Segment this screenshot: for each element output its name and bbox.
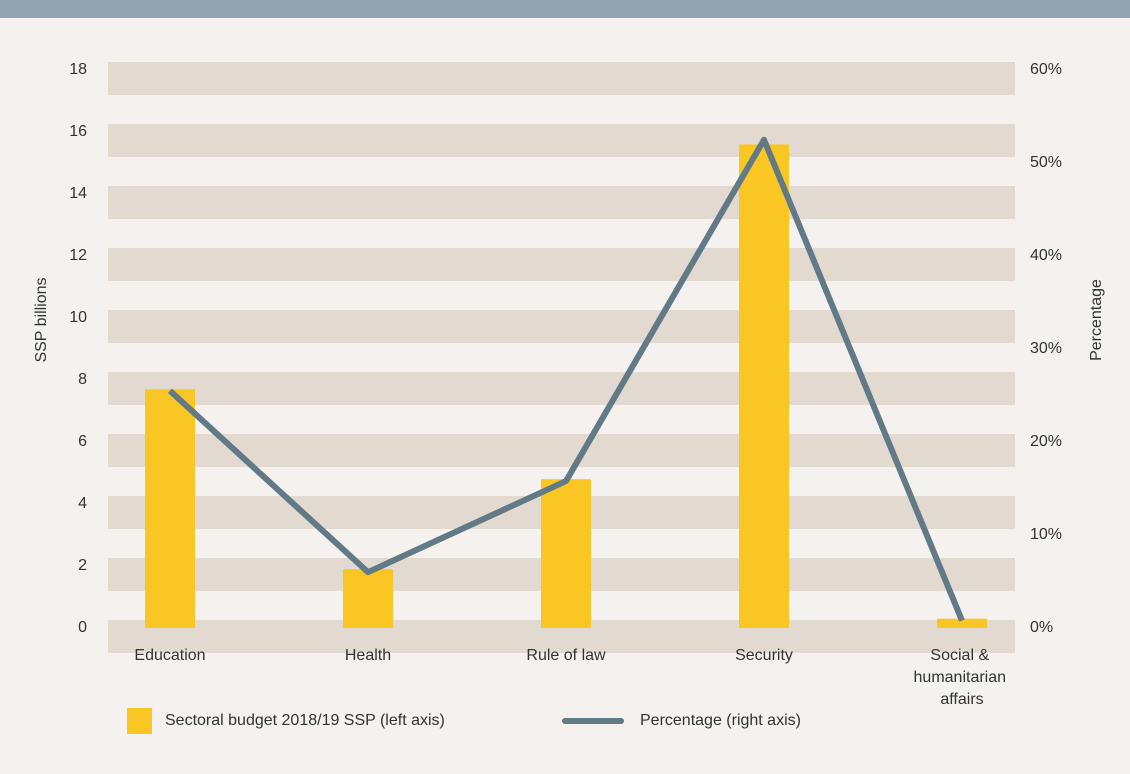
x-tick-label: Social & humanitarian affairs xyxy=(914,647,1011,708)
grid-band xyxy=(108,372,1015,405)
y-tick-label: 6 xyxy=(78,433,87,450)
grid-band xyxy=(108,186,1015,219)
bar xyxy=(937,618,987,628)
line xyxy=(167,136,965,622)
y-tick-label: 0 xyxy=(78,619,87,636)
bar xyxy=(739,144,789,628)
y2-tick-label: 40% xyxy=(1030,247,1062,264)
legend-label: Percentage (right axis) xyxy=(640,712,801,729)
y-tick-label: 4 xyxy=(78,495,87,512)
bar xyxy=(541,479,591,628)
y-tick-label: 10 xyxy=(69,309,87,326)
x-tick-label: Rule of law xyxy=(526,647,606,664)
legend-swatch xyxy=(127,708,152,734)
grid-band xyxy=(108,124,1015,157)
y-tick-label: 18 xyxy=(69,61,87,78)
y-tick-label: 8 xyxy=(78,371,87,388)
y2-tick-label: 20% xyxy=(1030,433,1062,450)
grid-band xyxy=(108,62,1015,95)
bar xyxy=(343,569,393,628)
grid-band xyxy=(108,310,1015,343)
y-tick-label: 16 xyxy=(69,123,87,140)
header-band xyxy=(0,0,1130,18)
legend-label: Sectoral budget 2018/19 SSP (left axis) xyxy=(165,712,445,729)
y2-tick-label: 0% xyxy=(1030,619,1053,636)
y2-tick-label: 10% xyxy=(1030,526,1062,543)
grid-band xyxy=(108,248,1015,281)
x-tick-label: Education xyxy=(134,647,205,664)
y2-tick-label: 50% xyxy=(1030,154,1062,171)
y-tick-label: 12 xyxy=(69,247,87,264)
y-axis-label: SSP billions xyxy=(33,277,50,362)
x-tick-label: Health xyxy=(345,647,391,664)
x-tick-label: Security xyxy=(735,647,793,664)
grid-band xyxy=(108,434,1015,467)
y-tick-label: 14 xyxy=(69,185,87,202)
y-tick-label: 2 xyxy=(78,557,87,574)
bar xyxy=(145,389,195,628)
y2-tick-label: 30% xyxy=(1030,340,1062,357)
y2-axis-label: Percentage xyxy=(1088,279,1105,361)
y2-tick-label: 60% xyxy=(1030,61,1062,78)
